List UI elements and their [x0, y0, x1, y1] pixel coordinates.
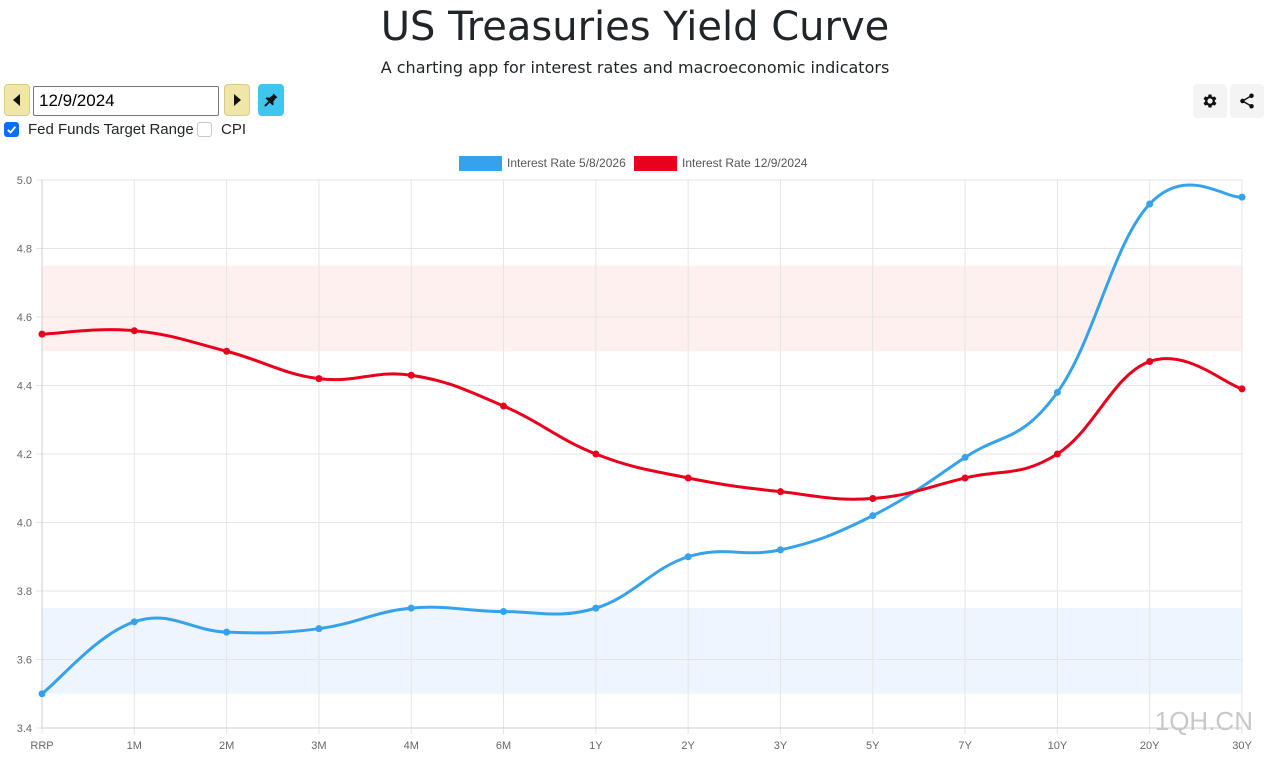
x-tick-label: 7Y: [958, 740, 972, 752]
data-point: [1053, 450, 1061, 458]
data-point: [1146, 200, 1154, 208]
x-tick-label: 20Y: [1140, 740, 1160, 752]
data-point: [776, 488, 784, 496]
range-band-0: [42, 608, 1242, 694]
x-tick-label: 10Y: [1048, 740, 1068, 752]
data-point: [1238, 385, 1246, 393]
legend-label-1: Interest Rate 12/9/2024: [682, 156, 808, 170]
chart-legend[interactable]: Interest Rate 5/8/2026 Interest Rate 12/9…: [459, 156, 808, 171]
next-date-button[interactable]: [224, 84, 250, 116]
y-tick-label: 3.4: [17, 723, 32, 735]
cpi-toggle[interactable]: CPI: [197, 121, 246, 138]
page-title: US Treasuries Yield Curve: [380, 4, 890, 50]
settings-button[interactable]: [1193, 84, 1227, 118]
data-point: [38, 690, 46, 698]
y-tick-label: 4.0: [17, 518, 32, 530]
data-point: [592, 450, 600, 458]
x-tick-label: 3Y: [774, 740, 788, 752]
fed-funds-bands: [42, 265, 1242, 694]
series-line-1: [41, 328, 1243, 501]
y-tick-label: 4.8: [17, 244, 32, 256]
data-point: [1238, 193, 1246, 201]
series-lines: [41, 183, 1243, 695]
y-tick-label: 4.2: [17, 449, 32, 461]
pin-icon: [264, 93, 278, 107]
gear-icon: [1203, 94, 1217, 108]
date-input[interactable]: [33, 86, 219, 116]
x-tick-label: RRP: [30, 740, 53, 752]
x-tick-label: 2M: [219, 740, 234, 752]
legend-swatch-0: [459, 156, 502, 171]
x-tick-label: 1M: [127, 740, 142, 752]
data-point: [130, 618, 138, 626]
y-tick-label: 3.6: [17, 655, 32, 667]
legend-swatch-1: [634, 156, 677, 171]
page-subtitle: A charting app for interest rates and ma…: [380, 58, 890, 77]
x-tick-label: 2Y: [681, 740, 695, 752]
data-point: [315, 625, 323, 633]
data-point: [592, 604, 600, 612]
fed-funds-checkbox[interactable]: [4, 122, 19, 137]
chart-grid: [36, 179, 1243, 734]
data-point: [869, 512, 877, 520]
share-icon: [1240, 93, 1254, 109]
data-point: [223, 628, 231, 636]
y-tick-label: 5.0: [17, 175, 32, 187]
data-point: [684, 553, 692, 561]
y-tick-label: 4.4: [17, 381, 32, 393]
x-tick-label: 30Y: [1232, 740, 1252, 752]
fed-funds-toggle[interactable]: Fed Funds Target Range: [4, 121, 194, 138]
data-point: [407, 371, 415, 379]
series-points: [38, 193, 1246, 698]
data-point: [315, 375, 323, 383]
x-tick-label: 4M: [404, 740, 419, 752]
data-point: [1146, 358, 1154, 366]
data-point: [961, 453, 969, 461]
data-point: [130, 327, 138, 335]
data-point: [500, 608, 508, 616]
cpi-label: CPI: [221, 121, 247, 138]
caret-left-icon: [13, 94, 20, 106]
data-point: [776, 546, 784, 554]
legend-label-0: Interest Rate 5/8/2026: [507, 156, 626, 170]
data-point: [684, 474, 692, 482]
caret-right-icon: [234, 94, 241, 106]
data-point: [407, 604, 415, 612]
data-point: [38, 330, 46, 338]
fed-funds-label: Fed Funds Target Range: [28, 121, 194, 138]
x-tick-label: 5Y: [866, 740, 880, 752]
x-tick-label: 6M: [496, 740, 511, 752]
range-band-1: [42, 265, 1242, 352]
cpi-checkbox[interactable]: [197, 122, 212, 137]
previous-date-button[interactable]: [4, 84, 30, 116]
x-tick-label: 1Y: [589, 740, 603, 752]
series-line-0: [41, 183, 1243, 695]
pin-button[interactable]: [258, 84, 284, 116]
x-axis-ticks: RRP 1M 2M 3M 4M 6M 1Y 2Y 3Y 5Y 7Y 10Y 20Y 30Y: [30, 740, 1252, 752]
data-point: [500, 402, 508, 410]
y-tick-label: 3.8: [17, 586, 32, 598]
share-button[interactable]: [1230, 84, 1264, 118]
data-point: [1053, 388, 1061, 396]
watermark: 1QH.CN: [1155, 706, 1253, 736]
data-point: [223, 347, 231, 355]
data-point: [869, 495, 877, 503]
x-tick-label: 3M: [311, 740, 326, 752]
y-tick-label: 4.6: [17, 312, 32, 324]
data-point: [961, 474, 969, 482]
y-axis-ticks: 5.0 4.8 4.6 4.4 4.2 4.0 3.8 3.6 3.4: [17, 175, 32, 735]
check-icon: [7, 126, 17, 134]
